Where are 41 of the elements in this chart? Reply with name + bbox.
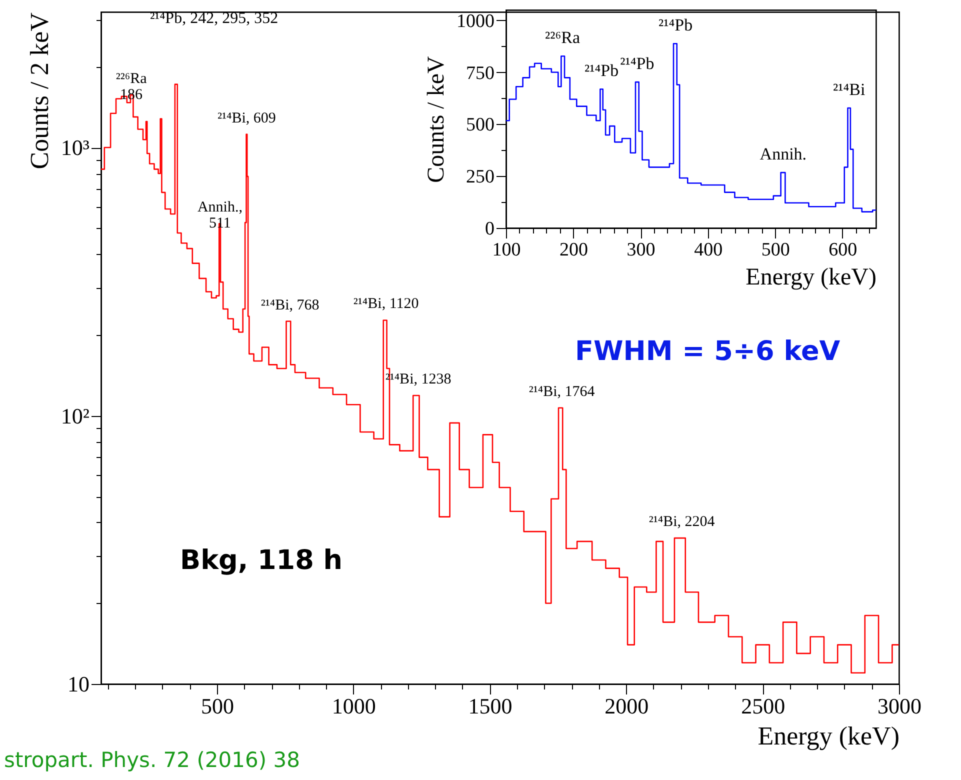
annotation: ²¹⁴Pb: [658, 16, 693, 35]
x-tick-label: 100: [492, 240, 521, 260]
y-tick-label: 500: [466, 114, 494, 136]
annotation: ²¹⁴Pb, 242, 295, 352: [150, 10, 278, 28]
x-axis-title: Energy (keV): [758, 722, 900, 750]
text: stropart. Phys. 72 (2016) 38: [4, 748, 300, 772]
y-tick-label: 1000: [456, 10, 494, 32]
y-axis-title: Counts / 2 keV: [24, 12, 54, 170]
x-tick-label: 400: [694, 240, 723, 260]
x-tick-label: 2000: [604, 694, 649, 718]
x-tick-label: 2500: [741, 694, 786, 718]
x-tick-label: 200: [560, 240, 588, 260]
x-tick-label: 600: [828, 240, 858, 260]
x-tick-label: 500: [761, 240, 790, 260]
y-tick-label: 0: [485, 218, 494, 240]
annotation: ²¹⁴Bi, 768: [260, 297, 320, 314]
x-tick-label: 300: [626, 240, 656, 260]
y-tick-label: 250: [466, 166, 494, 188]
annotation: ²²⁶Ra: [545, 28, 580, 48]
x-tick-label: 1500: [468, 694, 512, 718]
y-tick-label: 750: [466, 62, 494, 84]
x-tick-label: 500: [200, 694, 234, 718]
annotation: ²¹⁴Pb: [584, 61, 619, 80]
annotation: ²¹⁴Bi: [832, 80, 866, 99]
x-axis-title: Energy (keV): [746, 264, 876, 290]
y-tick-label: 10²: [60, 403, 90, 428]
annotation: ²²⁶Ra 186: [116, 70, 148, 103]
annotation: ²¹⁴Bi, 609: [217, 110, 276, 126]
annotation: ²¹⁴Bi, 1764: [528, 384, 596, 400]
y-axis-title: Counts / keV: [424, 56, 450, 183]
annotation: ²¹⁴Bi, 1120: [353, 296, 419, 312]
annotation: ²¹⁴Bi, 2204: [648, 514, 716, 530]
y-tick-label: 10: [68, 672, 90, 696]
annotation: FWHM = 5÷6 keV: [575, 336, 840, 367]
x-tick-label: 1000: [332, 694, 376, 718]
annotation: Bkg, 118 h: [180, 545, 343, 576]
y-tick-label: 10³: [60, 135, 90, 160]
annotation: Annih.: [760, 144, 807, 164]
x-tick-label: 3000: [878, 694, 922, 718]
annotation: Annih., 511: [197, 200, 242, 232]
annotation: ²¹⁴Pb: [620, 54, 654, 74]
